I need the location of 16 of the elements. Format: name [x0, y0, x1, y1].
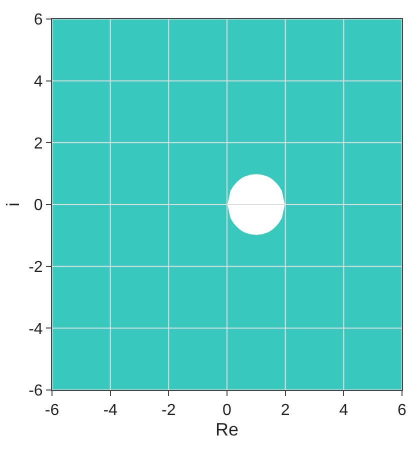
- x-tick-label: -4: [103, 402, 118, 420]
- y-tick-label: -6: [28, 382, 43, 400]
- x-tick-label: 6: [398, 402, 407, 420]
- y-tick-label: -4: [28, 320, 43, 338]
- x-tick-label: -2: [162, 402, 176, 420]
- y-axis-title: i: [2, 202, 23, 206]
- x-tick-label: 4: [339, 402, 348, 420]
- y-tick-label: 4: [34, 73, 43, 90]
- y-tick-label: -2: [28, 258, 43, 276]
- y-tick-label: 2: [34, 135, 43, 152]
- y-tick-label: 6: [34, 12, 43, 29]
- x-tick-label: -6: [44, 402, 60, 420]
- y-tick-label: 0: [34, 197, 43, 214]
- x-axis-title: Re: [215, 419, 239, 440]
- x-tick-label: 0: [222, 402, 232, 420]
- x-tick-label: 2: [280, 402, 290, 420]
